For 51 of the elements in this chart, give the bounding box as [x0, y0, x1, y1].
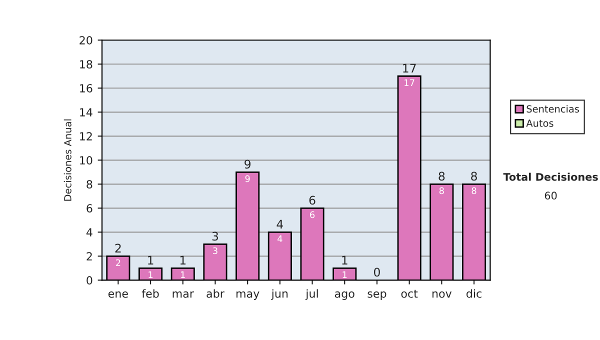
- x-tick-label: may: [236, 291, 260, 300]
- x-tick-label: jun: [271, 289, 288, 300]
- total-label: 9: [244, 160, 250, 169]
- y-tick-label: 16: [80, 84, 92, 93]
- data-label: 4: [277, 235, 282, 242]
- x-tick-label: abr: [206, 289, 224, 298]
- x-tick-label: feb: [142, 289, 159, 298]
- total-label: 1: [342, 256, 348, 265]
- data-label: 1: [180, 271, 185, 278]
- data-label: 8: [472, 187, 476, 194]
- total-label: 1: [180, 256, 186, 265]
- y-tick-label: 4: [86, 228, 92, 236]
- y-tick-label: 6: [86, 204, 92, 213]
- x-tick-label: sep: [368, 291, 386, 300]
- total-label: 6: [309, 196, 316, 205]
- data-label: 17: [404, 79, 414, 86]
- y-tick-label: 20: [80, 36, 92, 44]
- data-label: 8: [439, 187, 444, 194]
- x-tick-label: jul: [305, 289, 318, 300]
- y-tick-label: 2: [86, 252, 92, 260]
- x-tick-label: nov: [432, 291, 452, 298]
- total-label: 1: [148, 256, 154, 265]
- data-label: 1: [148, 271, 153, 278]
- total-label: 17: [403, 64, 416, 72]
- y-tick-label: 12: [80, 132, 92, 140]
- x-tick-label: ene: [108, 291, 128, 298]
- total-label: 8: [471, 172, 477, 181]
- text: Total Decisiones: [503, 172, 598, 181]
- total-label: 2: [115, 244, 121, 252]
- y-axis-title: Decisiones Anual: [64, 119, 72, 201]
- y-tick-label: 10: [80, 156, 92, 165]
- total-label: 4: [276, 220, 284, 228]
- legend-label: Autos: [526, 120, 554, 127]
- total-label: 8: [438, 172, 445, 181]
- data-label: 9: [245, 175, 250, 182]
- data-label: 2: [116, 259, 120, 266]
- text: 60: [544, 192, 557, 200]
- data-label: 1: [342, 271, 347, 278]
- y-tick-label: 18: [80, 60, 92, 69]
- x-tick-label: ago: [334, 291, 354, 300]
- x-tick-label: mar: [172, 291, 194, 298]
- total-label: 0: [374, 268, 380, 277]
- legend-label: Sentencias: [526, 105, 580, 113]
- y-tick-label: 8: [86, 180, 92, 189]
- y-tick-label: 14: [80, 108, 92, 116]
- data-label: 3: [213, 247, 218, 254]
- y-tick-label: 0: [86, 276, 92, 285]
- total-label: 3: [212, 232, 218, 241]
- x-tick-label: dic: [466, 289, 482, 298]
- x-tick-label: oct: [401, 290, 418, 298]
- data-label: 6: [310, 211, 315, 218]
